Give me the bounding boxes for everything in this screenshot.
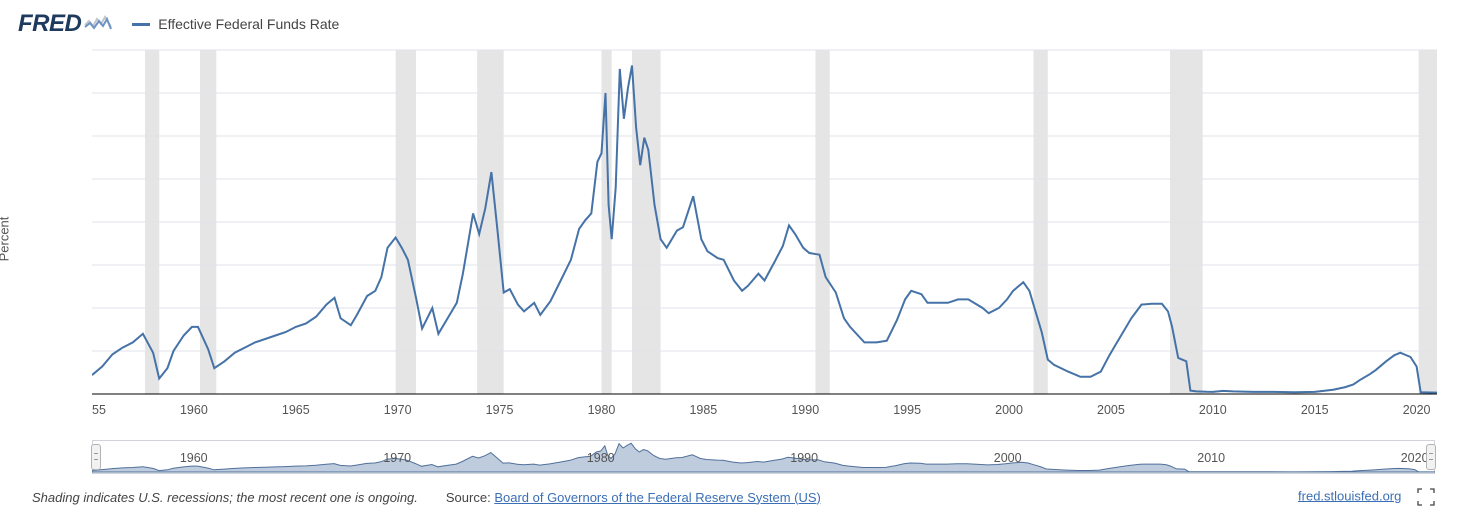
svg-text:2015: 2015 [1301, 403, 1329, 417]
navigator-handle-left[interactable] [91, 444, 101, 470]
svg-text:1970: 1970 [383, 451, 411, 465]
source-prefix: Source: [446, 490, 494, 505]
svg-text:2000: 2000 [994, 451, 1022, 465]
svg-text:1970: 1970 [384, 403, 412, 417]
shading-note: Shading indicates U.S. recessions; the m… [32, 490, 418, 505]
svg-text:1960: 1960 [180, 451, 208, 465]
svg-text:1985: 1985 [689, 403, 717, 417]
svg-text:2000: 2000 [995, 403, 1023, 417]
svg-text:2020: 2020 [1403, 403, 1431, 417]
svg-text:1955: 1955 [92, 403, 106, 417]
chart-footer: Shading indicates U.S. recessions; the m… [32, 488, 1435, 506]
plot-area[interactable]: 0.02.55.07.510.012.515.017.520.019551960… [92, 44, 1435, 434]
fred-logo[interactable]: FRED [18, 10, 81, 37]
source-line: Source: Board of Governors of the Federa… [446, 490, 821, 505]
navigator-handle-right[interactable] [1426, 444, 1436, 470]
main-chart-svg[interactable]: 0.02.55.07.510.012.515.017.520.019551960… [92, 44, 1437, 434]
fullscreen-icon[interactable] [1417, 488, 1435, 506]
legend-item[interactable]: Effective Federal Funds Rate [132, 16, 339, 32]
svg-text:1990: 1990 [791, 403, 819, 417]
main-chart: Percent 0.02.55.07.510.012.515.017.520.0… [12, 44, 1445, 434]
svg-text:1980: 1980 [587, 451, 615, 465]
site-link[interactable]: fred.stlouisfed.org [1298, 488, 1401, 503]
svg-text:2010: 2010 [1197, 451, 1225, 465]
svg-text:1990: 1990 [790, 451, 818, 465]
legend-swatch [132, 23, 150, 26]
svg-text:2010: 2010 [1199, 403, 1227, 417]
source-link[interactable]: Board of Governors of the Federal Reserv… [494, 490, 821, 505]
legend-label: Effective Federal Funds Rate [158, 16, 339, 32]
svg-text:1995: 1995 [893, 403, 921, 417]
y-axis-label: Percent [0, 217, 12, 262]
svg-text:2005: 2005 [1097, 403, 1125, 417]
svg-text:2020: 2020 [1401, 451, 1429, 465]
navigator-svg[interactable]: 1960 1970 1980 1990 2000 2010 2020 [92, 440, 1435, 474]
svg-text:1965: 1965 [282, 403, 310, 417]
chart-header: FRED Effective Federal Funds Rate [12, 10, 1445, 38]
navigator[interactable]: 1960 1970 1980 1990 2000 2010 2020 [92, 440, 1435, 478]
fred-logo-wave-icon [84, 14, 112, 35]
svg-text:1980: 1980 [588, 403, 616, 417]
svg-text:1975: 1975 [486, 403, 514, 417]
svg-text:1960: 1960 [180, 403, 208, 417]
